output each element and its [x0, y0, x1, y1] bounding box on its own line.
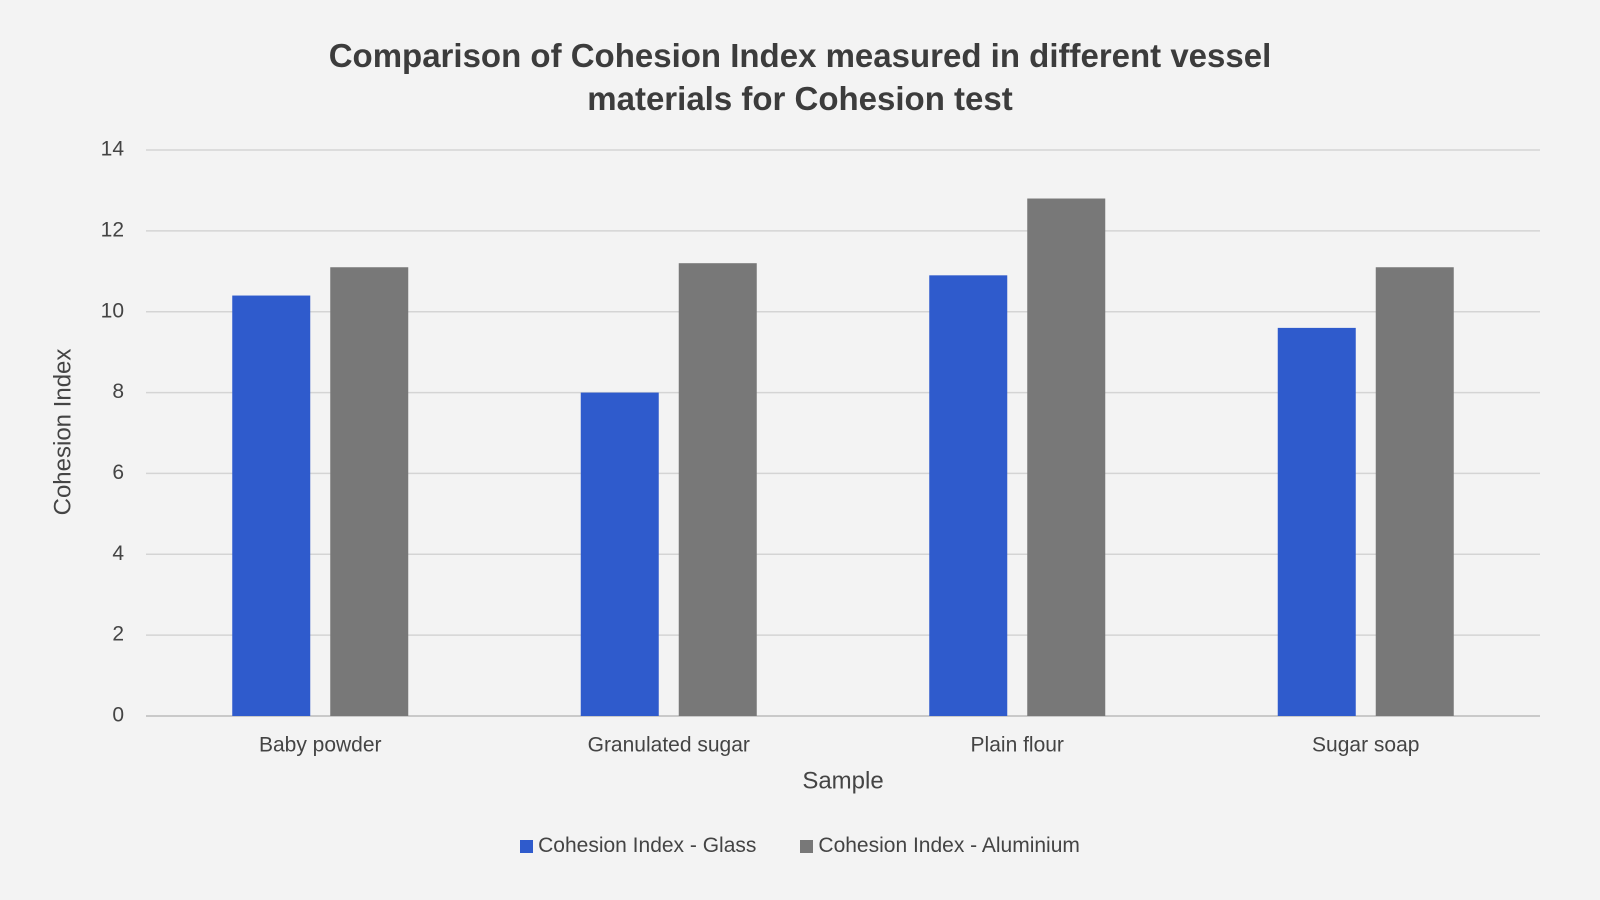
- bar: [330, 267, 409, 716]
- chart-title: Comparison of Cohesion Index measured in…: [328, 37, 1272, 117]
- y-tick-label: 0: [112, 704, 124, 727]
- bar: [929, 275, 1008, 716]
- y-tick-label: 8: [112, 380, 124, 403]
- legend: Cohesion Index - Glass Cohesion Index - A…: [0, 834, 1600, 858]
- legend-label: Cohesion Index - Glass: [538, 834, 757, 857]
- legend-swatch: [520, 839, 534, 853]
- legend-item: Cohesion Index - Aluminium: [800, 834, 1080, 858]
- legend-swatch: [800, 839, 814, 853]
- x-tick-label: Granulated sugar: [588, 734, 750, 757]
- legend-item: Cohesion Index - Glass: [520, 834, 756, 858]
- y-tick-label: 12: [101, 218, 124, 241]
- y-tick-label: 2: [112, 623, 124, 646]
- y-tick-label: 14: [101, 138, 125, 161]
- x-axis-label: Sample: [802, 767, 883, 794]
- bar: [580, 392, 659, 716]
- y-tick-label: 6: [112, 461, 124, 484]
- legend-label: Cohesion Index - Aluminium: [818, 834, 1080, 857]
- bar: [1027, 198, 1106, 716]
- bar: [678, 263, 757, 716]
- y-tick-label: 10: [101, 299, 124, 322]
- x-tick-label: Baby powder: [259, 734, 382, 757]
- bar: [1375, 267, 1454, 716]
- bar: [232, 295, 311, 716]
- bar: [1277, 327, 1356, 716]
- x-tick-label: Sugar soap: [1312, 734, 1419, 757]
- y-tick-label: 4: [112, 542, 124, 565]
- y-axis-label: Cohesion Index: [49, 349, 76, 516]
- x-tick-label: Plain flour: [971, 734, 1064, 757]
